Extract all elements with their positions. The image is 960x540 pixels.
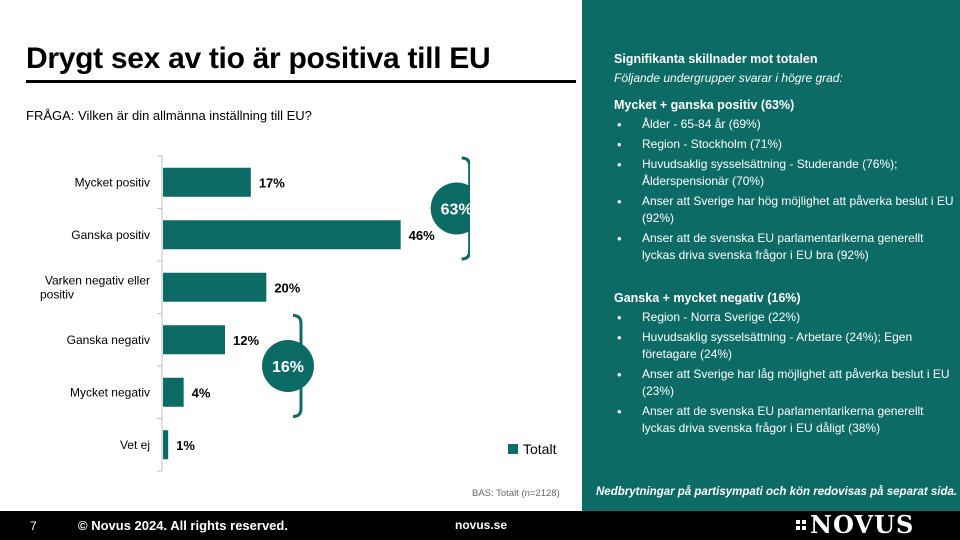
bar-value-label: 46% xyxy=(409,228,435,243)
list-item: Anser att de svenska EU parlamentarikern… xyxy=(614,230,954,264)
question-text: FRÅGA: Vilken är din allmänna inställnin… xyxy=(26,108,312,123)
slide-title: Drygt sex av tio är positiva till EU xyxy=(26,42,490,76)
bar xyxy=(163,168,251,197)
bar xyxy=(163,378,184,407)
bar xyxy=(163,220,401,249)
group-positive: Mycket + ganska positiv (63%) Ålder - 65… xyxy=(614,98,954,267)
group-total-label: 16% xyxy=(272,359,304,376)
list-item: Ålder - 65-84 år (69%) xyxy=(614,116,954,133)
list-item: Huvudsaklig sysselsättning - Studerande … xyxy=(614,156,954,190)
group-heading: Ganska + mycket negativ (16%) xyxy=(614,291,954,305)
category-label: Vet ej xyxy=(120,438,150,452)
category-label: Varken negativ eller positiv xyxy=(40,273,150,301)
legend-label: Totalt xyxy=(523,441,556,457)
list-item: Region - Norra Sverige (22%) xyxy=(614,309,954,326)
group-heading: Mycket + ganska positiv (63%) xyxy=(614,98,954,112)
page-number: 7 xyxy=(30,519,37,533)
category-label: Ganska negativ xyxy=(67,333,150,347)
list-item: Region - Stockholm (71%) xyxy=(614,136,954,153)
bar-value-label: 20% xyxy=(274,280,300,295)
category-label: Mycket positiv xyxy=(75,175,150,189)
base-note: BAS: Totalt (n=2128) xyxy=(472,488,560,499)
bar-chart: Mycket positiv 17% Ganska positiv 46% Varken… xyxy=(0,140,470,480)
group-list: Ålder - 65-84 år (69%) Region - Stockhol… xyxy=(614,116,954,264)
title-underline xyxy=(26,80,576,83)
list-item: Anser att de svenska EU parlamentarikern… xyxy=(614,403,954,437)
category-label: Mycket negativ xyxy=(70,385,150,399)
bar-value-label: 17% xyxy=(259,175,285,190)
bar-value-label: 4% xyxy=(192,385,211,400)
bar xyxy=(163,430,168,459)
panel-footnote: Nedbrytningar på partisympati och kön re… xyxy=(596,486,957,498)
group-negative: Ganska + mycket negativ (16%) Region - N… xyxy=(614,291,954,440)
panel-title: Signifikanta skillnader mot totalen xyxy=(614,52,818,66)
website-link[interactable]: novus.se xyxy=(455,518,507,532)
chart-legend: Totalt xyxy=(508,441,556,457)
logo-text: NOVUS xyxy=(810,513,914,537)
significance-panel: Signifikanta skillnader mot totalen Följ… xyxy=(582,0,960,511)
bar-value-label: 12% xyxy=(233,333,259,348)
footer-bar: 7 © Novus 2024. All rights reserved. nov… xyxy=(0,511,960,540)
logo-mark-icon xyxy=(796,520,806,530)
panel-subtitle: Följande undergrupper svarar i högre gra… xyxy=(614,71,843,85)
group-total-label: 63% xyxy=(441,202,470,219)
bar xyxy=(163,273,266,302)
bar-value-label: 1% xyxy=(176,438,195,453)
group-list: Region - Norra Sverige (22%) Huvudsaklig… xyxy=(614,309,954,437)
bar xyxy=(163,325,225,354)
novus-logo: NOVUS xyxy=(796,513,914,537)
legend-swatch xyxy=(508,444,518,454)
list-item: Anser att Sverige har låg möjlighet att … xyxy=(614,366,954,400)
list-item: Anser att Sverige har hög möjlighet att … xyxy=(614,193,954,227)
copyright-text: © Novus 2024. All rights reserved. xyxy=(78,518,288,533)
list-item: Huvudsaklig sysselsättning - Arbetare (2… xyxy=(614,329,954,363)
category-label: Ganska positiv xyxy=(71,228,150,242)
